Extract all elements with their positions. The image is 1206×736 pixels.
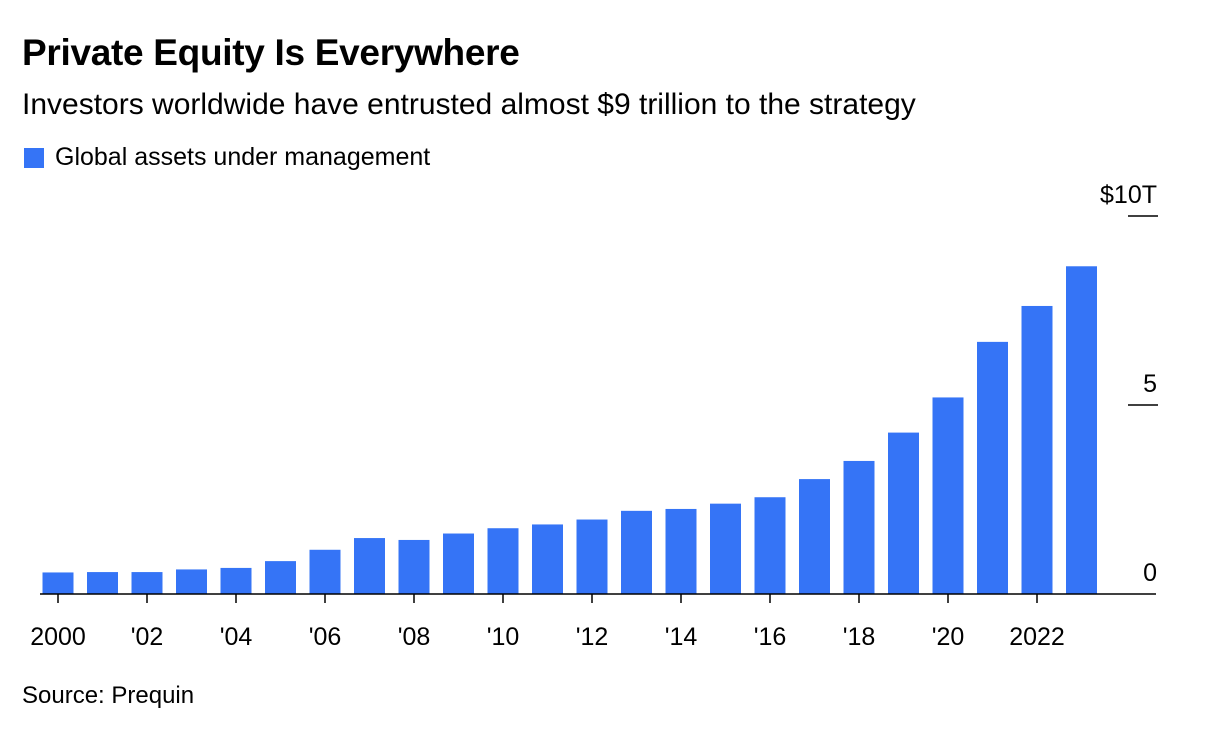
x-tick-label-2006: '06 [309,623,342,651]
bar-2009 [443,533,474,594]
legend-swatch [24,147,44,168]
bar-2017 [799,479,830,594]
x-tick-label-2004: '04 [220,623,253,651]
bar-2016 [754,497,786,594]
bar-2004 [220,567,252,594]
bar-2018 [843,460,875,594]
bar-2022 [1021,305,1053,594]
source-note: Source: Prequin [22,682,195,709]
bar-2019 [888,432,919,594]
bar-2010 [487,528,519,594]
bar-2012 [576,519,608,594]
bar-2008 [398,539,430,594]
x-tick-label-2016: '16 [754,623,787,651]
chart-subtitle: Investors worldwide have entrusted almos… [22,88,916,121]
y-tick-label-5: 5 [1143,370,1157,398]
bar-2011 [532,524,563,594]
bar-2007 [354,538,385,594]
chart-title: Private Equity Is Everywhere [22,32,520,73]
bar-2001 [87,572,118,594]
bar-2006 [309,549,341,594]
bar-2015 [710,503,741,594]
x-tick-label-2014: '14 [665,623,698,651]
bar-2014 [665,508,697,594]
x-tick-label-2000: 2000 [30,623,86,651]
y-tick-label-0: 0 [1143,559,1157,587]
x-tick-label-2002: '02 [131,623,164,651]
x-tick-label-2018: '18 [843,623,876,651]
x-tick-label-2010: '10 [487,623,520,651]
bar-2021 [977,341,1008,594]
x-tick-label-2020: '20 [932,623,965,651]
x-tick-label-2012: '12 [576,623,609,651]
bar-2005 [265,561,296,594]
legend: Global assets under management [24,143,430,172]
x-tick-label-2022: 2022 [1009,623,1065,651]
bar-2013 [621,510,652,594]
x-tick-label-2008: '08 [398,623,431,651]
bar-2003 [176,569,207,594]
bar-2000 [42,572,74,594]
bar-2020 [932,397,964,594]
y-tick-label-10: $10T [1100,181,1157,209]
bar-2023 [1066,266,1097,594]
bar-2002 [131,572,163,594]
legend-label: Global assets under management [55,143,431,171]
